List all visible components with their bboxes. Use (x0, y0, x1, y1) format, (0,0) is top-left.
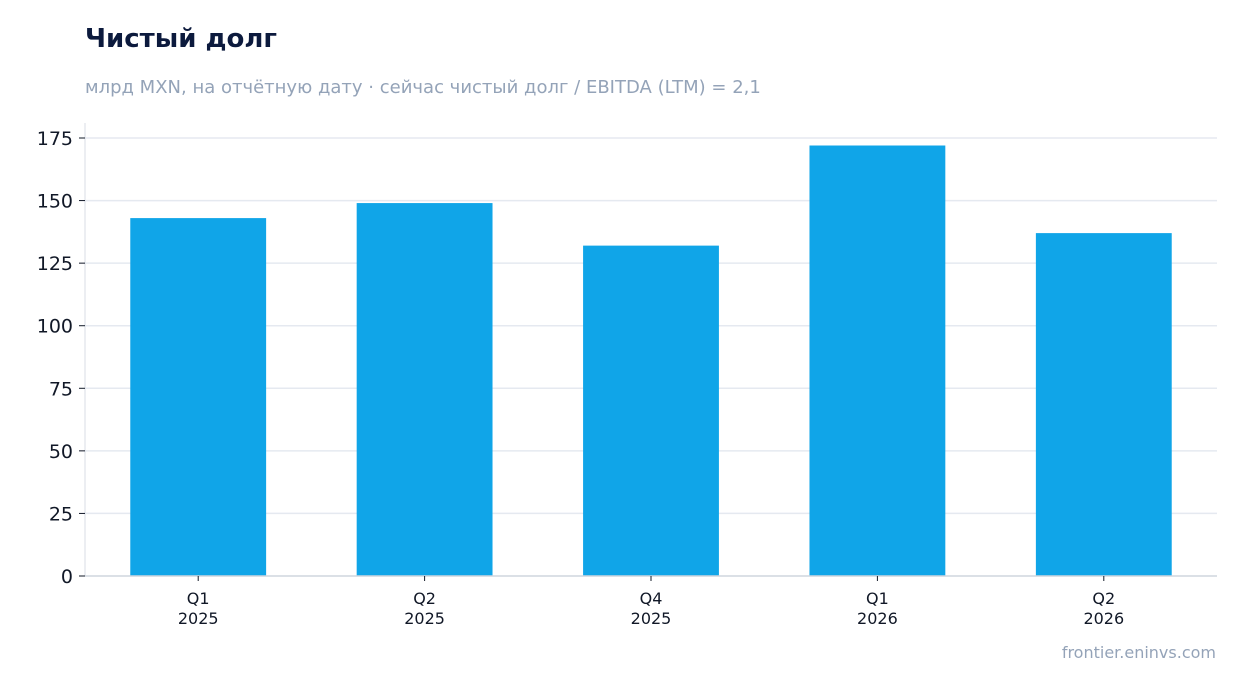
bar (1035, 233, 1172, 576)
x-tick-label: Q4 (640, 589, 663, 608)
x-tick-label: Q1 (187, 589, 210, 608)
source-label: frontier.eninvs.com (1061, 643, 1216, 662)
x-tick-label: 2026 (857, 609, 898, 628)
bar (583, 245, 719, 576)
x-tick-label: Q2 (1092, 589, 1115, 608)
x-tick-label: 2025 (178, 609, 219, 628)
bar (130, 218, 267, 576)
y-tick-label: 75 (49, 378, 73, 400)
y-tick-label: 0 (61, 566, 73, 588)
bar (356, 203, 493, 576)
x-tick-label: Q1 (866, 589, 889, 608)
y-tick-label: 25 (49, 503, 73, 525)
y-tick-label: 100 (37, 316, 73, 338)
y-axis-ticks: 0 25 50 75 100 125 150 175 (37, 128, 85, 588)
y-tick-label: 175 (37, 128, 73, 150)
x-tick-label: 2025 (404, 609, 445, 628)
x-tick-label: Q2 (413, 589, 436, 608)
y-tick-label: 150 (37, 191, 73, 213)
x-tick-label: 2025 (631, 609, 672, 628)
x-tick-label: 2026 (1083, 609, 1124, 628)
y-tick-label: 50 (49, 441, 73, 463)
chart-title: Чистый долг (85, 24, 277, 54)
chart-subtitle: млрд MXN, на отчётную дату · сейчас чист… (85, 77, 761, 98)
bars (130, 145, 1172, 576)
bar (809, 145, 946, 576)
y-tick-label: 125 (37, 253, 73, 275)
